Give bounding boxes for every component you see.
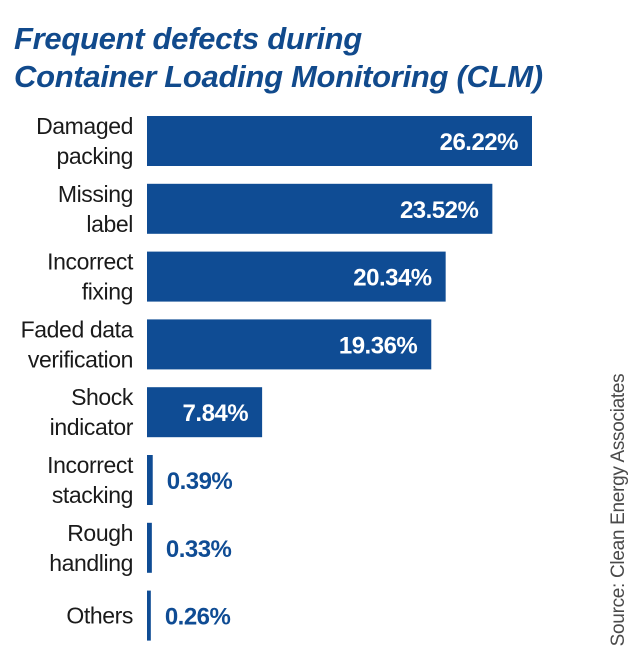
bar-incorrect-stacking — [147, 455, 153, 505]
category-label-line: packing — [57, 143, 133, 169]
category-label-faded-data-verification: Faded data verification — [21, 316, 134, 372]
category-label-line: stacking — [52, 482, 133, 508]
value-label-missing-label: 23.52% — [400, 197, 479, 224]
bar-incorrect-fixing — [147, 251, 446, 302]
category-label-incorrect-fixing: Incorrect fixing — [47, 249, 134, 305]
category-label-damaged-packing: Damaged packing — [36, 113, 133, 169]
category-label-line: Damaged — [36, 113, 133, 139]
category-label-others: Others — [66, 603, 133, 629]
category-label-line: Rough — [67, 520, 133, 546]
value-label-incorrect-stacking: 0.39% — [167, 468, 233, 495]
category-label-line: Missing — [58, 181, 133, 207]
value-label-shock-indicator: 7.84% — [183, 400, 249, 427]
category-label-shock-indicator: Shock indicator — [50, 384, 134, 440]
category-label-incorrect-stacking: Incorrect stacking — [47, 452, 134, 508]
bar-shock-indicator — [147, 387, 263, 438]
value-label-incorrect-fixing: 20.34% — [353, 265, 432, 292]
chart-title: Frequent defects during Container Loadin… — [14, 20, 543, 96]
chart-title-line-2: Container Loading Monitoring (CLM) — [14, 59, 543, 94]
category-label-line: indicator — [50, 414, 134, 440]
source-note: Source: Clean Energy Associates — [608, 373, 629, 647]
category-label-line: fixing — [82, 279, 133, 305]
category-label-missing-label: Missing label — [58, 181, 133, 237]
bar-others — [147, 590, 151, 641]
value-label-others: 0.26% — [165, 604, 231, 631]
category-label-line: Others — [66, 603, 133, 629]
value-label-faded-data-verification: 19.36% — [339, 332, 418, 359]
value-label-rough-handling: 0.33% — [166, 536, 232, 563]
category-label-line: Faded data — [21, 316, 134, 342]
value-label-damaged-packing: 26.22% — [440, 129, 519, 156]
category-label-line: label — [86, 211, 133, 237]
category-label-line: handling — [49, 550, 133, 576]
category-label-line: Incorrect — [47, 452, 134, 478]
category-label-line: Incorrect — [47, 249, 134, 275]
chart-title-line-1: Frequent defects during — [14, 21, 362, 56]
category-label-line: verification — [28, 346, 133, 372]
category-label-line: Shock — [71, 384, 134, 410]
category-label-rough-handling: Rough handling — [49, 520, 133, 576]
bar-missing-label — [147, 183, 493, 234]
bar-rough-handling — [147, 522, 152, 573]
bar-faded-data-verification — [147, 319, 432, 370]
bar-damaged-packing — [147, 116, 532, 166]
